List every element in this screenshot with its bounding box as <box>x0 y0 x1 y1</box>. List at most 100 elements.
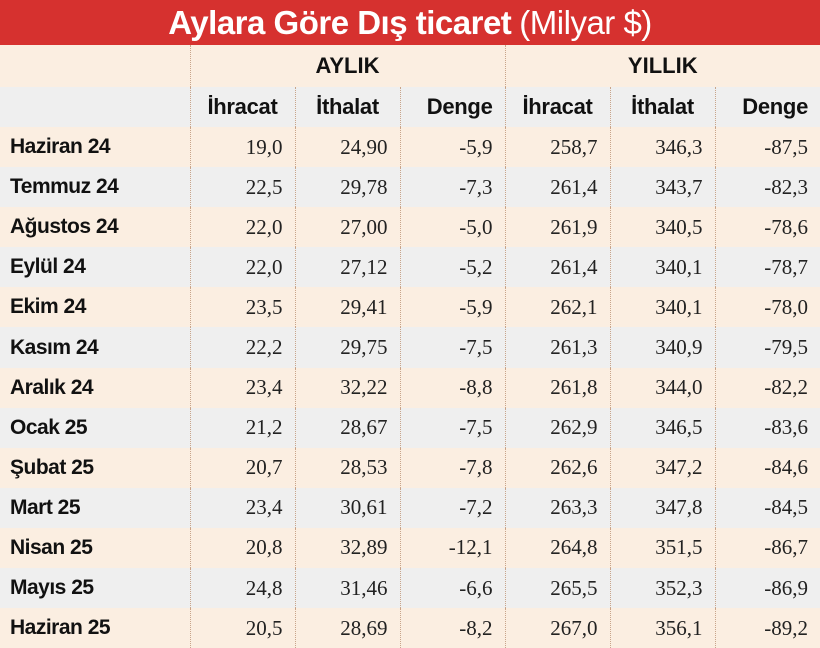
table-row: Haziran 24 19,0 24,90 -5,9 258,7 346,3 -87,5 <box>0 127 820 168</box>
table-unit: (Milyar $) <box>519 3 652 41</box>
cell-yearly-import: 343,7 <box>609 167 716 208</box>
row-label: Aralık 24 <box>10 375 94 399</box>
cell-monthly-import: 32,22 <box>294 367 400 408</box>
cell-monthly-export: 20,5 <box>189 608 295 648</box>
trade-table: AYLIK YILLIK İhracat İthalat Denge İhrac… <box>0 45 820 648</box>
cell-monthly-import: 27,12 <box>294 247 400 288</box>
cell-yearly-balance: -78,7 <box>714 247 820 288</box>
row-label: Ocak 25 <box>10 415 88 439</box>
cell-yearly-balance: -89,2 <box>714 608 820 648</box>
cell-yearly-balance: -84,5 <box>714 487 820 528</box>
cell-monthly-import: 28,69 <box>294 608 400 648</box>
group-header-monthly: AYLIK <box>189 45 506 87</box>
cell-monthly-balance: -7,5 <box>399 327 506 368</box>
cell-yearly-balance: -78,0 <box>714 287 820 328</box>
cell-monthly-balance: -7,3 <box>399 167 506 208</box>
cell-yearly-export: 258,7 <box>504 127 611 168</box>
row-label: Ekim 24 <box>10 295 86 319</box>
cell-yearly-export: 262,9 <box>504 407 611 448</box>
cell-yearly-balance: -78,6 <box>714 207 820 248</box>
table-row: Ekim 24 23,5 29,41 -5,9 262,1 340,1 -78,0 <box>0 287 820 328</box>
cell-monthly-import: 28,53 <box>294 447 400 488</box>
corner-cell-2 <box>0 87 190 127</box>
cell-yearly-balance: -83,6 <box>714 407 820 448</box>
cell-monthly-import: 29,75 <box>294 327 400 368</box>
table-row: Haziran 25 20,5 28,69 -8,2 267,0 356,1 -89,2 <box>0 608 820 648</box>
cell-monthly-import: 30,61 <box>294 487 400 528</box>
row-label: Temmuz 24 <box>10 175 119 199</box>
col-header-monthly-import: İthalat <box>294 87 400 127</box>
cell-yearly-balance: -82,2 <box>714 367 820 408</box>
cell-monthly-balance: -5,0 <box>399 207 506 248</box>
cell-monthly-export: 19,0 <box>189 127 295 168</box>
corner-cell <box>0 45 190 87</box>
table-body: Haziran 24 19,0 24,90 -5,9 258,7 346,3 -87,5 Te… <box>0 127 820 648</box>
row-label: Mart 25 <box>10 495 81 519</box>
cell-yearly-export: 261,4 <box>504 247 611 288</box>
cell-monthly-import: 29,78 <box>294 167 400 208</box>
table-row: Temmuz 24 22,5 29,78 -7,3 261,4 343,7 -82,3 <box>0 167 820 208</box>
cell-yearly-balance: -86,7 <box>714 527 820 569</box>
row-label: Haziran 25 <box>10 616 111 640</box>
row-label: Ağustos 24 <box>10 215 119 239</box>
row-label: Mayıs 25 <box>10 576 94 600</box>
cell-yearly-import: 346,3 <box>609 127 716 168</box>
cell-yearly-balance: -79,5 <box>714 327 820 368</box>
cell-monthly-balance: -5,9 <box>399 127 506 168</box>
row-label: Haziran 24 <box>10 135 111 159</box>
cell-yearly-balance: -82,3 <box>714 167 820 208</box>
table-row: Mayıs 25 24,8 31,46 -6,6 265,5 352,3 -86,9 <box>0 568 820 609</box>
cell-monthly-export: 21,2 <box>189 407 295 448</box>
cell-yearly-import: 340,1 <box>609 287 716 328</box>
cell-yearly-import: 352,3 <box>609 568 716 609</box>
cell-yearly-import: 347,2 <box>609 447 716 488</box>
cell-monthly-export: 22,0 <box>189 247 295 288</box>
table-row: Ocak 25 21,2 28,67 -7,5 262,9 346,5 -83,6 <box>0 407 820 448</box>
table-row: Nisan 25 20,8 32,89 -12,1 264,8 351,5 -86,7 <box>0 527 820 569</box>
cell-monthly-balance: -7,2 <box>399 487 506 528</box>
cell-yearly-import: 340,9 <box>609 327 716 368</box>
table-row: Şubat 25 20,7 28,53 -7,8 262,6 347,2 -84,6 <box>0 447 820 488</box>
row-label: Kasım 24 <box>10 335 99 359</box>
table-row: Ağustos 24 22,0 27,00 -5,0 261,9 340,5 -78,6 <box>0 207 820 248</box>
cell-monthly-export: 23,5 <box>189 287 295 328</box>
cell-monthly-export: 20,7 <box>189 447 295 488</box>
row-label: Eylül 24 <box>10 255 86 279</box>
cell-monthly-export: 23,4 <box>189 367 295 408</box>
cell-yearly-export: 265,5 <box>504 568 611 609</box>
cell-monthly-import: 28,67 <box>294 407 400 448</box>
cell-monthly-export: 22,2 <box>189 327 295 368</box>
cell-monthly-balance: -12,1 <box>399 527 506 569</box>
cell-monthly-import: 32,89 <box>294 527 400 569</box>
cell-monthly-import: 29,41 <box>294 287 400 328</box>
cell-monthly-export: 22,5 <box>189 167 295 208</box>
cell-monthly-export: 22,0 <box>189 207 295 248</box>
cell-yearly-balance: -84,6 <box>714 447 820 488</box>
cell-monthly-import: 27,00 <box>294 207 400 248</box>
cell-yearly-balance: -87,5 <box>714 127 820 168</box>
cell-yearly-export: 267,0 <box>504 608 611 648</box>
cell-yearly-import: 347,8 <box>609 487 716 528</box>
cell-monthly-import: 24,90 <box>294 127 400 168</box>
cell-monthly-export: 20,8 <box>189 527 295 569</box>
table-row: Kasım 24 22,2 29,75 -7,5 261,3 340,9 -79,5 <box>0 327 820 368</box>
col-header-yearly-import: İthalat <box>609 87 716 127</box>
title-bar: Aylara Göre Dış ticaret (Milyar $) <box>0 0 820 45</box>
column-header-row: İhracat İthalat Denge İhracat İthalat De… <box>0 87 820 127</box>
cell-monthly-balance: -7,5 <box>399 407 506 448</box>
table-row: Eylül 24 22,0 27,12 -5,2 261,4 340,1 -78,7 <box>0 247 820 288</box>
cell-yearly-import: 340,1 <box>609 247 716 288</box>
cell-yearly-import: 340,5 <box>609 207 716 248</box>
cell-yearly-export: 264,8 <box>504 527 611 569</box>
group-header-yearly: YILLIK <box>504 45 820 87</box>
cell-monthly-balance: -7,8 <box>399 447 506 488</box>
cell-yearly-balance: -86,9 <box>714 568 820 609</box>
cell-yearly-export: 261,3 <box>504 327 611 368</box>
cell-yearly-export: 261,9 <box>504 207 611 248</box>
cell-monthly-balance: -6,6 <box>399 568 506 609</box>
col-header-monthly-export: İhracat <box>189 87 295 127</box>
table-row: Mart 25 23,4 30,61 -7,2 263,3 347,8 -84,5 <box>0 487 820 528</box>
cell-yearly-import: 356,1 <box>609 608 716 648</box>
cell-yearly-export: 263,3 <box>504 487 611 528</box>
